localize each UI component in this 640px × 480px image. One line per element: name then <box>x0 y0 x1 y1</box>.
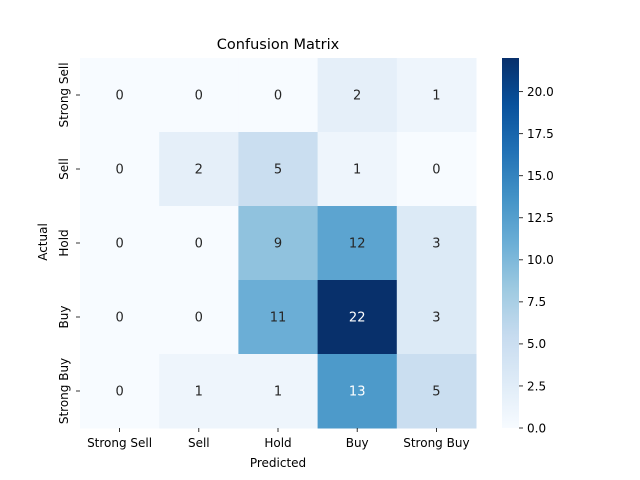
y-axis: Strong Sell Sell Hold Buy Strong Buy <box>57 62 80 424</box>
y-tick-label: Strong Buy <box>57 358 71 424</box>
y-tick-label: Sell <box>57 158 71 180</box>
y-tick-label: Buy <box>57 306 71 329</box>
colorbar-tick-label: 15.0 <box>527 169 554 183</box>
x-tick-label: Hold <box>264 436 291 450</box>
heatmap-grid: 0 0 0 2 10 2 5 1 00 0 9 12 30 0 11 22 30 1 1 13 5 <box>80 58 477 429</box>
colorbar-gradient <box>502 58 519 428</box>
x-axis: Strong Sell Sell Hold Buy Strong Buy <box>87 428 470 450</box>
cell-value-r3-c0: 0 <box>115 311 123 326</box>
cell-value-r3-c1: 0 <box>195 311 203 326</box>
cell-value-r2-c0: 0 <box>115 237 123 252</box>
cell-value-r0-c1: 0 <box>195 89 203 104</box>
heatmap-cell-r4-c3 <box>317 354 398 429</box>
cell-value-r2-c4: 3 <box>432 237 440 252</box>
heatmap-cell-r1-c1 <box>159 132 239 207</box>
cell-value-r4-c1: 1 <box>195 385 203 400</box>
heatmap-cell-r1-c4 <box>396 132 477 207</box>
x-tick-label: Sell <box>188 436 210 450</box>
x-tick-label: Strong Sell <box>87 436 152 450</box>
heatmap-cell-r4-c0 <box>80 354 160 429</box>
heatmap-cell-r1-c2 <box>238 132 319 207</box>
cell-value-r3-c2: 11 <box>270 311 287 326</box>
heatmap-cell-r2-c0 <box>80 206 160 281</box>
cell-value-r0-c3: 2 <box>353 89 361 104</box>
cell-value-r3-c4: 3 <box>432 311 440 326</box>
cell-value-r1-c2: 5 <box>274 163 282 178</box>
colorbar-tick-label: 10.0 <box>527 253 554 267</box>
y-axis-label: Actual <box>36 223 50 261</box>
colorbar-tick-label: 2.5 <box>527 379 546 393</box>
heatmap-cell-r4-c4 <box>396 354 477 429</box>
y-tick-label: Hold <box>57 229 71 256</box>
heatmap-cell-r0-c1 <box>159 58 239 133</box>
heatmap-cell-r4-c2 <box>238 354 319 429</box>
heatmap-cell-r0-c2 <box>238 58 319 133</box>
heatmap-cell-r1-c0 <box>80 132 160 207</box>
cell-value-r2-c1: 0 <box>195 237 203 252</box>
colorbar-tick-label: 7.5 <box>527 295 546 309</box>
colorbar-tick-label: 0.0 <box>527 421 546 435</box>
heatmap-cell-r0-c0 <box>80 58 160 133</box>
cell-value-r1-c0: 0 <box>115 163 123 178</box>
heatmap-cell-r3-c0 <box>80 280 160 355</box>
cell-value-r4-c2: 1 <box>274 385 282 400</box>
x-axis-label: Predicted <box>250 456 306 470</box>
cell-value-r1-c1: 2 <box>195 163 203 178</box>
cell-value-r0-c4: 1 <box>432 89 440 104</box>
cell-value-r3-c3: 22 <box>349 311 366 326</box>
cell-value-r0-c2: 0 <box>274 89 282 104</box>
heatmap-cell-r1-c3 <box>317 132 398 207</box>
heatmap-cell-r3-c2 <box>238 280 319 355</box>
heatmap-cell-r0-c4 <box>396 58 477 133</box>
cell-value-r4-c3: 13 <box>349 385 366 400</box>
heatmap-cell-r3-c1 <box>159 280 239 355</box>
heatmap-cell-r2-c1 <box>159 206 239 281</box>
chart-title: Confusion Matrix <box>217 37 340 53</box>
y-tick-label: Strong Sell <box>57 62 71 127</box>
heatmap-cell-r4-c1 <box>159 354 239 429</box>
x-tick-label: Strong Buy <box>403 436 469 450</box>
x-tick-label: Buy <box>346 436 369 450</box>
cell-value-r1-c4: 0 <box>432 163 440 178</box>
cell-value-r2-c3: 12 <box>349 237 366 252</box>
colorbar-tick-label: 12.5 <box>527 211 554 225</box>
heatmap-cell-r3-c3 <box>317 280 398 355</box>
colorbar-tick-label: 17.5 <box>527 127 554 141</box>
colorbar-tick-label: 20.0 <box>527 85 554 99</box>
heatmap-cell-r2-c4 <box>396 206 477 281</box>
cell-value-r0-c0: 0 <box>115 89 123 104</box>
heatmap-cell-r3-c4 <box>396 280 477 355</box>
cell-value-r2-c2: 9 <box>274 237 282 252</box>
heatmap-cell-r0-c3 <box>317 58 398 133</box>
cell-value-r4-c0: 0 <box>115 385 123 400</box>
cell-value-r1-c3: 1 <box>353 163 361 178</box>
colorbar-tick-label: 5.0 <box>527 337 546 351</box>
colorbar: 0.0 2.5 5.0 7.5 10.0 12.5 15.0 17.5 20.0 <box>502 58 554 435</box>
heatmap-cell-r2-c2 <box>238 206 319 281</box>
cell-value-r4-c4: 5 <box>432 385 440 400</box>
heatmap-cell-r2-c3 <box>317 206 398 281</box>
